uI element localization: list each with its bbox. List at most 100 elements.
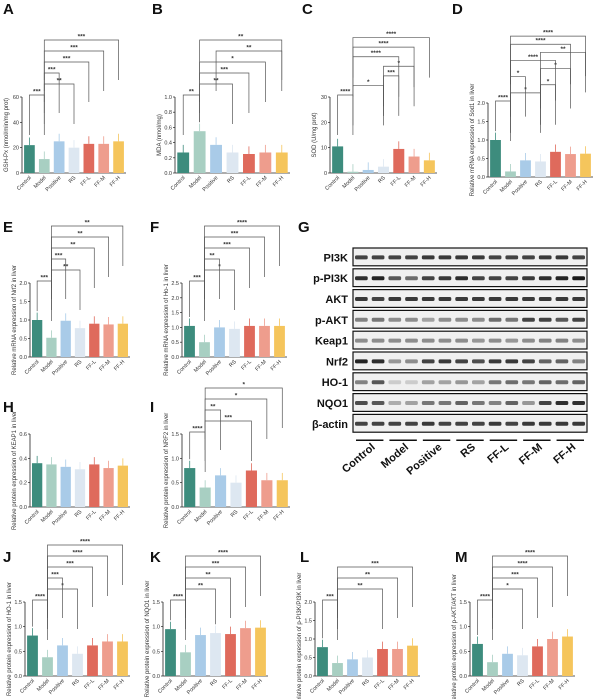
significance-bracket: **	[337, 583, 383, 629]
bar-model	[199, 487, 211, 507]
lane-label: RS	[459, 441, 478, 460]
y-tick-label: 0.0	[152, 674, 160, 680]
y-tick-label: 0.6	[19, 432, 27, 438]
bar-model	[180, 652, 191, 676]
y-tick-label: 0.8	[164, 110, 172, 116]
protein-label: Nrf2	[326, 356, 348, 368]
band	[488, 317, 502, 322]
bar-rs	[362, 657, 373, 676]
band	[388, 421, 402, 426]
x-tick-label: FF-H	[272, 175, 285, 188]
band	[421, 380, 435, 385]
x-tick-label: Control	[24, 359, 41, 376]
bar-control	[27, 635, 38, 676]
bar-model	[199, 342, 210, 357]
bar-positive	[502, 653, 513, 676]
x-tick-label: FF-L	[85, 359, 97, 371]
band	[572, 380, 585, 385]
blot-row: PI3K	[324, 247, 588, 267]
x-tick-label: Positive	[206, 509, 224, 527]
x-tick-label: FF-M	[235, 678, 249, 692]
significance-label: ****	[517, 561, 528, 568]
band	[438, 255, 452, 260]
bar-control	[490, 140, 501, 177]
blot-strip	[352, 372, 588, 392]
x-tick-label: Control	[482, 179, 499, 196]
x-tick-label: Control	[19, 678, 36, 695]
significance-bracket: ***	[204, 242, 250, 288]
x-tick-label: Control	[324, 175, 341, 192]
significance-label: ****	[543, 30, 554, 37]
panel-label: D	[452, 1, 463, 18]
x-tick-label: FF-L	[80, 175, 92, 187]
band	[555, 297, 569, 301]
lane-label: Control	[340, 441, 378, 475]
significance-bracket: ****	[204, 220, 280, 266]
y-axis-label: Relative protein expression of NRF2 in l…	[164, 413, 170, 528]
significance-label: ****	[378, 41, 389, 48]
significance-bracket: ***	[322, 594, 338, 640]
y-tick-label: 1.5	[171, 432, 179, 438]
bar-ff-l	[244, 325, 255, 357]
bracket-line	[492, 577, 538, 618]
band	[455, 380, 468, 385]
x-tick-label: Control	[309, 678, 326, 695]
bar-ff-l	[245, 470, 257, 507]
bracket-line	[510, 35, 586, 77]
band	[355, 297, 368, 301]
bar-rs	[517, 655, 528, 676]
bar-positive	[60, 466, 71, 507]
bar-ff-h	[407, 645, 418, 676]
x-tick-label: FF-H	[109, 175, 122, 188]
blot-strip	[352, 413, 588, 433]
y-tick-label: 1.0	[171, 456, 179, 462]
bracket-line	[189, 280, 205, 321]
band	[421, 421, 435, 426]
significance-label: *	[367, 79, 370, 86]
x-tick-label: FF-H	[558, 678, 571, 691]
bracket-line	[36, 280, 52, 321]
bar-ff-l	[89, 464, 100, 507]
y-tick-label: 1.0	[171, 325, 179, 331]
y-tick-label: 1.0	[164, 95, 172, 101]
bracket-line	[182, 94, 200, 135]
band	[522, 338, 535, 343]
band	[388, 401, 402, 405]
bracket-line	[337, 577, 398, 618]
y-tick-label: 0.5	[304, 656, 312, 662]
band	[488, 276, 502, 281]
band	[455, 401, 468, 405]
band	[522, 401, 535, 405]
band	[538, 421, 552, 426]
band	[371, 401, 385, 405]
bracket-line	[337, 566, 413, 607]
significance-label: ***	[70, 45, 78, 52]
band	[538, 338, 552, 343]
x-tick-label: RS	[226, 175, 236, 185]
band	[388, 380, 402, 385]
band	[405, 255, 418, 260]
significance-bracket: *	[199, 56, 266, 102]
x-tick-label: FF-H	[251, 678, 264, 691]
significance-label: ***	[511, 572, 519, 579]
bar-ff-h	[117, 641, 128, 676]
significance-label: *	[547, 78, 550, 85]
bar-positive	[362, 169, 374, 173]
bar-ff-h	[117, 465, 128, 507]
y-axis-label: Relative protein expression of p-PI3K/PI…	[297, 573, 303, 699]
protein-label: p-PI3K	[313, 273, 348, 285]
band	[405, 380, 418, 385]
y-tick-label: 2.0	[171, 296, 179, 302]
x-tick-label: FF-H	[420, 175, 433, 188]
y-tick-label: 0.6	[164, 125, 172, 131]
blot-strip	[352, 351, 588, 371]
band	[371, 297, 385, 301]
bar-positive	[347, 659, 358, 676]
significance-bracket: ****	[189, 426, 206, 472]
band	[405, 359, 418, 364]
band	[505, 297, 519, 301]
x-tick-label: Control	[176, 359, 193, 376]
band	[388, 276, 402, 281]
